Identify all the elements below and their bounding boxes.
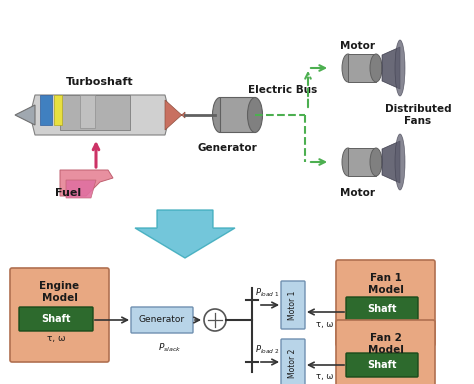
Ellipse shape [247, 98, 263, 132]
Text: Motor 1: Motor 1 [289, 290, 298, 320]
FancyBboxPatch shape [10, 268, 109, 362]
Bar [348, 148, 376, 176]
Text: Fan 2
Model: Fan 2 Model [367, 333, 403, 355]
Text: Fuel: Fuel [55, 188, 81, 198]
Bar [348, 54, 376, 82]
Text: τ, ω: τ, ω [316, 321, 334, 329]
Polygon shape [60, 170, 113, 196]
Text: Motor: Motor [340, 188, 375, 198]
Ellipse shape [342, 54, 354, 82]
Text: Fan 1
Model: Fan 1 Model [367, 273, 403, 295]
Text: Engine
Model: Engine Model [39, 281, 80, 303]
Circle shape [204, 309, 226, 331]
Text: Generator: Generator [197, 143, 257, 153]
Ellipse shape [212, 98, 228, 132]
Text: Electric Bus: Electric Bus [248, 85, 318, 95]
FancyBboxPatch shape [19, 307, 93, 331]
Polygon shape [15, 105, 35, 125]
Ellipse shape [370, 54, 382, 82]
Bar [80, 95, 95, 128]
Text: $P_{load\ 2}$: $P_{load\ 2}$ [255, 344, 279, 356]
Polygon shape [30, 95, 170, 135]
Bar [220, 97, 255, 132]
Bar [60, 95, 130, 130]
Text: Distributed
Fans: Distributed Fans [385, 104, 451, 126]
FancyBboxPatch shape [131, 307, 193, 333]
FancyBboxPatch shape [281, 339, 305, 384]
Polygon shape [135, 210, 235, 258]
Polygon shape [165, 100, 185, 130]
Text: Generator: Generator [139, 316, 185, 324]
Polygon shape [382, 141, 400, 183]
FancyBboxPatch shape [336, 320, 435, 384]
Polygon shape [66, 180, 96, 198]
Ellipse shape [395, 134, 405, 190]
Bar [40, 95, 52, 125]
Text: τ, ω: τ, ω [316, 371, 334, 381]
FancyBboxPatch shape [346, 297, 418, 321]
Text: Motor: Motor [340, 41, 375, 51]
FancyBboxPatch shape [281, 281, 305, 329]
Text: $P_{load\ 1}$: $P_{load\ 1}$ [255, 287, 279, 299]
Text: τ, ω: τ, ω [47, 333, 65, 343]
Text: Shaft: Shaft [367, 304, 397, 314]
FancyBboxPatch shape [336, 260, 435, 346]
Text: Shaft: Shaft [367, 360, 397, 370]
Ellipse shape [342, 148, 354, 176]
Text: Shaft: Shaft [41, 314, 71, 324]
Ellipse shape [395, 40, 405, 96]
Text: Motor 2: Motor 2 [289, 348, 298, 378]
FancyBboxPatch shape [346, 353, 418, 377]
Text: $P_{slack}$: $P_{slack}$ [158, 342, 182, 354]
Polygon shape [382, 47, 400, 89]
Text: Turboshaft: Turboshaft [66, 77, 134, 87]
Ellipse shape [370, 148, 382, 176]
Bar [54, 95, 62, 125]
